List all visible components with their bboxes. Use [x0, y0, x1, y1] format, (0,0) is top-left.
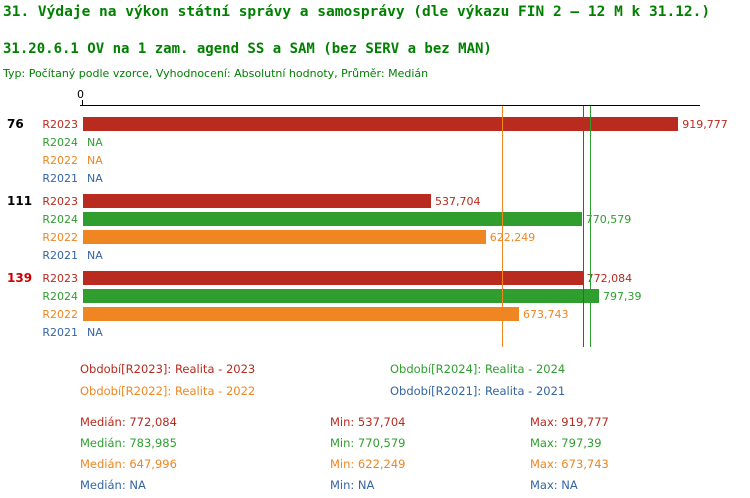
- bar-r2022: [83, 307, 520, 321]
- bar-row: R2021 NA: [0, 246, 750, 264]
- legend-entry-r2022: Období[R2022]: Realita - 2022: [80, 384, 256, 398]
- series-label-r2021: R2021: [42, 325, 78, 339]
- bar-r2022: [83, 230, 486, 244]
- bar-value-label: NA: [87, 135, 103, 149]
- stat-median: Medián: 772,084: [80, 414, 177, 429]
- bar-row: R2022 673,743: [0, 305, 750, 323]
- bar-value-label: 770,579: [585, 212, 632, 226]
- stats-block: Medián: 772,084 Min: 537,704 Max: 919,77…: [80, 411, 730, 495]
- bar-row: R2023 537,704: [0, 192, 750, 210]
- plot-area: 0 76 111 139 R2023 919,777 R2024 NA R202: [0, 88, 750, 351]
- bar-group-111: R2023 537,704 R2024 770,579 R2022 622,24…: [0, 192, 750, 264]
- bar-value-label: NA: [87, 153, 103, 167]
- legend-entry-r2024: Období[R2024]: Realita - 2024: [390, 362, 566, 376]
- bar-r2023: [83, 117, 679, 131]
- group-label-111: 111: [7, 194, 33, 208]
- series-label-r2023: R2023: [42, 194, 78, 208]
- stat-min: Min: 770,579: [330, 435, 406, 450]
- stats-row-r2023: Medián: 772,084 Min: 537,704 Max: 919,77…: [80, 411, 730, 432]
- stats-row-r2022: Medián: 647,996 Min: 622,249 Max: 673,74…: [80, 453, 730, 474]
- bar-value-label: 537,704: [434, 194, 481, 208]
- median-line-2022: [502, 106, 504, 347]
- stat-median: Medián: 647,996: [80, 456, 177, 471]
- bar-row: R2024 797,39: [0, 287, 750, 305]
- stat-min: Min: NA: [330, 477, 375, 492]
- bar-value-label: NA: [87, 171, 103, 185]
- stat-median: Medián: 783,985: [80, 435, 177, 450]
- group-label-76: 76: [7, 117, 24, 131]
- bar-row: R2024 770,579: [0, 210, 750, 228]
- bar-row: R2024 NA: [0, 133, 750, 151]
- bar-value-label: 673,743: [523, 307, 569, 321]
- bar-row: R2021 NA: [0, 169, 750, 187]
- stat-max: Max: 797,39: [530, 435, 602, 450]
- series-label-r2024: R2024: [42, 289, 78, 303]
- bar-value-label: NA: [87, 248, 103, 262]
- stats-row-r2024: Medián: 783,985 Min: 770,579 Max: 797,39: [80, 432, 730, 453]
- bar-value-label: 919,777: [682, 117, 728, 131]
- series-label-r2022: R2022: [42, 153, 78, 167]
- series-label-r2024: R2024: [42, 212, 78, 226]
- x-axis-origin-label: 0: [77, 88, 84, 101]
- bar-row: R2022 NA: [0, 151, 750, 169]
- chart-title: 31. Výdaje na výkon státní správy a samo…: [3, 4, 711, 20]
- x-axis-line: [80, 105, 700, 106]
- median-line-2024: [590, 106, 592, 347]
- series-label-r2022: R2022: [42, 307, 78, 321]
- legend-entry-r2021: Období[R2021]: Realita - 2021: [390, 384, 566, 398]
- bar-value-label: 797,39: [603, 289, 642, 303]
- bar-rows: R2023 919,777 R2024 NA R2022 NA R2021: [0, 115, 750, 346]
- stat-min: Min: 537,704: [330, 414, 406, 429]
- stat-min: Min: 622,249: [330, 456, 406, 471]
- chart-meta-line: Typ: Počítaný podle vzorce, Vyhodnocení:…: [3, 67, 429, 80]
- bar-value-label: 772,084: [586, 271, 633, 285]
- bar-value-label: NA: [87, 325, 103, 339]
- bar-r2024: [83, 212, 582, 226]
- stat-max: Max: 673,743: [530, 456, 609, 471]
- median-line-2023: [582, 106, 584, 347]
- series-label-r2023: R2023: [42, 271, 78, 285]
- bar-row: R2022 622,249: [0, 228, 750, 246]
- bar-group-139: R2023 772,084 R2024 797,39 R2022 673,743…: [0, 269, 750, 341]
- stat-max: Max: 919,777: [530, 414, 609, 429]
- legend-row: Období[R2022]: Realita - 2022 Období[R20…: [80, 380, 700, 402]
- stats-row-r2021: Medián: NA Min: NA Max: NA: [80, 474, 730, 495]
- series-label-r2022: R2022: [42, 230, 78, 244]
- legend: Období[R2023]: Realita - 2023 Období[R20…: [80, 358, 700, 402]
- bar-r2024: [83, 289, 600, 303]
- stat-median: Medián: NA: [80, 477, 146, 492]
- chart-subtitle: 31.20.6.1 OV na 1 zam. agend SS a SAM (b…: [3, 41, 492, 57]
- bar-value-label: 622,249: [489, 230, 536, 244]
- bar-row: R2023 772,084: [0, 269, 750, 287]
- series-label-r2023: R2023: [42, 117, 78, 131]
- bar-group-76: R2023 919,777 R2024 NA R2022 NA R2021: [0, 115, 750, 187]
- series-label-r2021: R2021: [42, 171, 78, 185]
- bar-row: R2023 919,777: [0, 115, 750, 133]
- bar-r2023: [83, 194, 431, 208]
- legend-entry-r2023: Období[R2023]: Realita - 2023: [80, 362, 256, 376]
- legend-row: Období[R2023]: Realita - 2023 Období[R20…: [80, 358, 700, 380]
- stat-max: Max: NA: [530, 477, 578, 492]
- series-label-r2021: R2021: [42, 248, 78, 262]
- x-axis-tick: [82, 100, 83, 105]
- group-label-139: 139: [7, 271, 33, 285]
- bar-r2023: [83, 271, 583, 285]
- series-label-r2024: R2024: [42, 135, 78, 149]
- bar-row: R2021 NA: [0, 323, 750, 341]
